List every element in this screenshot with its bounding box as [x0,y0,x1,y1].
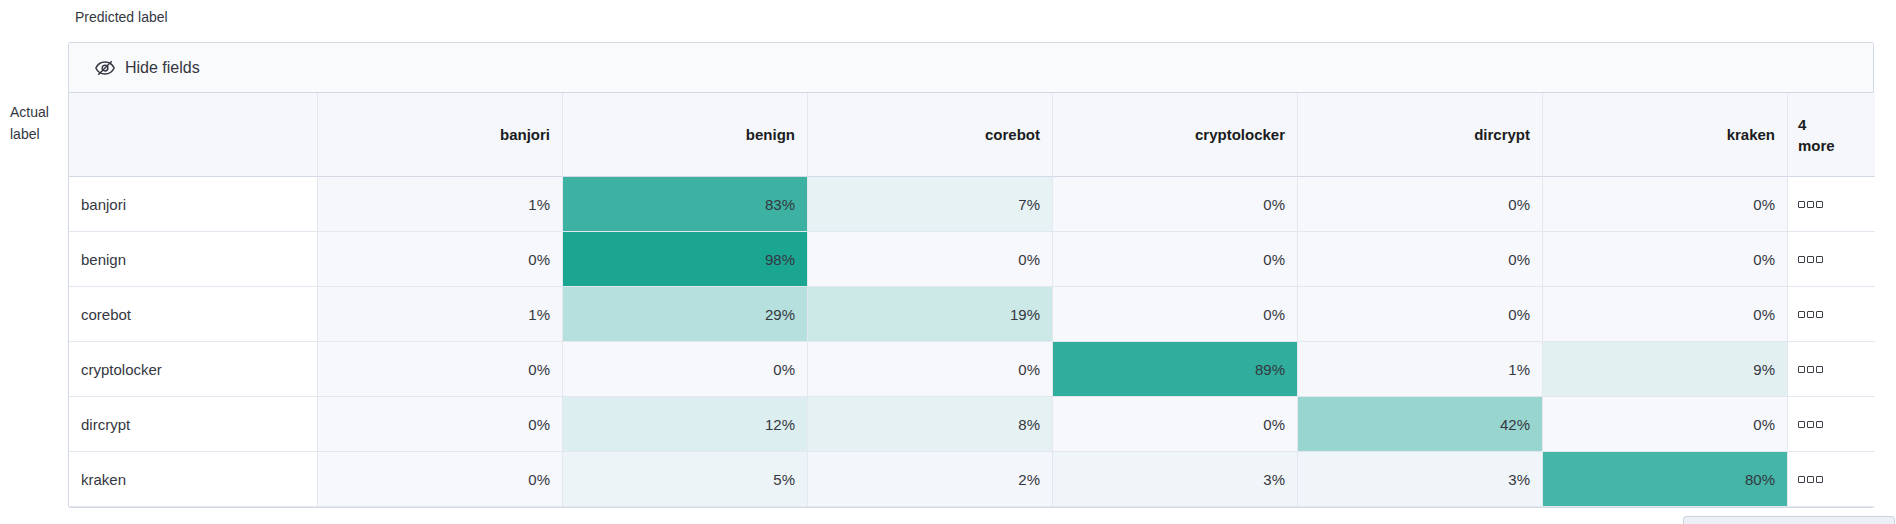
actual-axis-label: Actual label [10,101,49,145]
column-header-banjori[interactable]: banjori [318,93,563,177]
matrix-cell[interactable]: 1% [318,287,563,342]
bottom-right-partial-panel [1683,516,1895,524]
matrix-cell[interactable]: 0% [1543,177,1788,232]
column-header-cryptolocker[interactable]: cryptolocker [1053,93,1298,177]
matrix-cell[interactable]: 0% [1543,397,1788,452]
boxes-horizontal-icon [1798,256,1805,263]
boxes-horizontal-icon [1807,421,1814,428]
matrix-cell[interactable]: 0% [1298,232,1543,287]
matrix-cell[interactable]: 3% [1298,452,1543,507]
eye-closed-icon [95,58,115,78]
boxes-horizontal-icon [1798,421,1805,428]
hide-fields-button[interactable]: Hide fields [69,43,1873,93]
row-more-actions-cell [1788,342,1875,397]
boxes-horizontal-icon [1807,476,1814,483]
matrix-cell[interactable]: 1% [1298,342,1543,397]
confusion-matrix-grid: banjoribenigncorebotcryptolockerdircrypt… [69,93,1873,507]
matrix-cell[interactable]: 0% [808,232,1053,287]
hide-fields-label: Hide fields [125,59,200,77]
matrix-cell[interactable]: 0% [1298,287,1543,342]
matrix-cell[interactable]: 12% [563,397,808,452]
boxes-horizontal-icon [1807,256,1814,263]
matrix-cell[interactable]: 0% [1053,177,1298,232]
matrix-cell[interactable]: 8% [808,397,1053,452]
row-more-actions-cell [1788,232,1875,287]
row-more-actions-cell [1788,287,1875,342]
matrix-cell[interactable]: 1% [318,177,563,232]
boxes-horizontal-icon [1798,366,1805,373]
matrix-cell[interactable]: 7% [808,177,1053,232]
boxes-horizontal-icon [1798,476,1805,483]
boxes-horizontal-icon [1816,476,1823,483]
boxes-horizontal-icon [1798,311,1805,318]
row-actions-button[interactable] [1798,201,1823,208]
matrix-cell[interactable]: 98% [563,232,808,287]
column-header-dircrypt[interactable]: dircrypt [1298,93,1543,177]
matrix-cell[interactable]: 0% [1053,397,1298,452]
matrix-cell[interactable]: 80% [1543,452,1788,507]
more-columns-label: more [1798,135,1835,156]
matrix-cell[interactable]: 89% [1053,342,1298,397]
row-more-actions-cell [1788,397,1875,452]
matrix-cell[interactable]: 0% [1298,177,1543,232]
more-columns-count: 4 [1798,114,1806,135]
matrix-cell[interactable]: 0% [808,342,1053,397]
predicted-axis-label: Predicted label [75,7,168,27]
matrix-cell[interactable]: 3% [1053,452,1298,507]
boxes-horizontal-icon [1816,421,1823,428]
matrix-cell[interactable]: 2% [808,452,1053,507]
column-header-more[interactable]: 4more [1788,93,1875,177]
row-label-kraken[interactable]: kraken [69,452,318,507]
boxes-horizontal-icon [1807,201,1814,208]
matrix-cell[interactable]: 0% [1543,232,1788,287]
boxes-horizontal-icon [1816,256,1823,263]
matrix-cell[interactable]: 0% [1543,287,1788,342]
boxes-horizontal-icon [1798,201,1805,208]
matrix-cell[interactable]: 29% [563,287,808,342]
confusion-matrix-panel: Hide fields banjoribenigncorebotcryptolo… [68,42,1874,508]
matrix-cell[interactable]: 0% [318,232,563,287]
matrix-cell[interactable]: 19% [808,287,1053,342]
row-actions-button[interactable] [1798,256,1823,263]
matrix-cell[interactable]: 0% [563,342,808,397]
boxes-horizontal-icon [1816,201,1823,208]
row-label-dircrypt[interactable]: dircrypt [69,397,318,452]
row-actions-button[interactable] [1798,421,1823,428]
matrix-cell[interactable]: 42% [1298,397,1543,452]
row-more-actions-cell [1788,177,1875,232]
matrix-cell[interactable]: 83% [563,177,808,232]
matrix-cell[interactable]: 0% [318,397,563,452]
boxes-horizontal-icon [1807,311,1814,318]
column-header-corebot[interactable]: corebot [808,93,1053,177]
row-more-actions-cell [1788,452,1875,507]
boxes-horizontal-icon [1816,311,1823,318]
boxes-horizontal-icon [1816,366,1823,373]
actual-axis-label-line1: Actual [10,101,49,123]
row-label-corebot[interactable]: corebot [69,287,318,342]
row-actions-button[interactable] [1798,476,1823,483]
matrix-cell[interactable]: 0% [1053,287,1298,342]
boxes-horizontal-icon [1807,366,1814,373]
matrix-cell[interactable]: 0% [318,342,563,397]
matrix-cell[interactable]: 9% [1543,342,1788,397]
row-actions-button[interactable] [1798,311,1823,318]
column-header-benign[interactable]: benign [563,93,808,177]
row-label-banjori[interactable]: banjori [69,177,318,232]
matrix-cell[interactable]: 5% [563,452,808,507]
matrix-cell[interactable]: 0% [1053,232,1298,287]
actual-axis-label-line2: label [10,123,49,145]
row-actions-button[interactable] [1798,366,1823,373]
column-header-corner [69,93,318,177]
row-label-benign[interactable]: benign [69,232,318,287]
matrix-cell[interactable]: 0% [318,452,563,507]
column-header-kraken[interactable]: kraken [1543,93,1788,177]
row-label-cryptolocker[interactable]: cryptolocker [69,342,318,397]
